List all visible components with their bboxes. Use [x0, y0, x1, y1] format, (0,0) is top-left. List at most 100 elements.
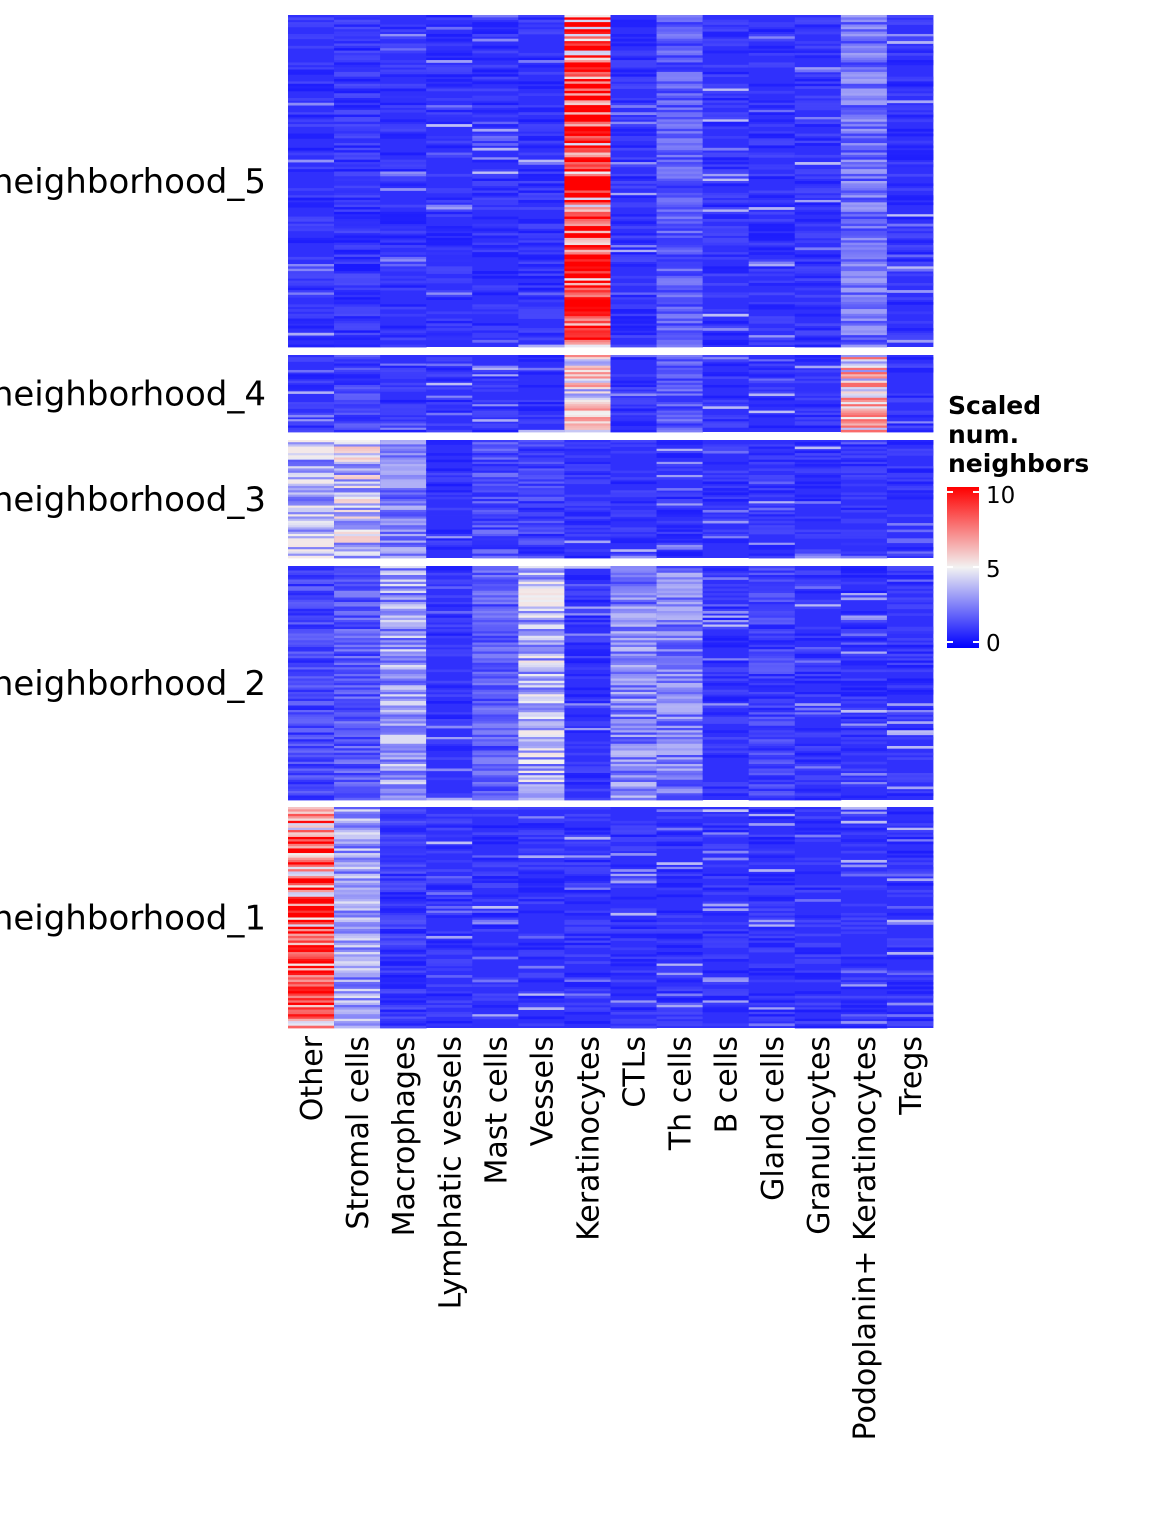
row-group-labels: neighborhood_5neighborhood_4neighborhood… [0, 162, 266, 939]
heatmap-cell [748, 228, 796, 232]
heatmap-cell [794, 19, 842, 23]
heatmap-cell [380, 453, 427, 456]
heatmap-cell [426, 323, 473, 327]
heatmap-cell [886, 692, 934, 695]
heatmap-cell [794, 247, 842, 251]
heatmap-cell [472, 365, 519, 369]
heatmap-cell [472, 419, 519, 422]
heatmap-cell [472, 216, 519, 220]
heatmap-cell [748, 316, 796, 319]
heatmap-cell [886, 590, 934, 594]
heatmap-cell [610, 380, 657, 384]
heatmap-cell [380, 665, 427, 668]
heatmap-cell [610, 626, 657, 630]
heatmap-cell [702, 721, 750, 724]
heatmap-cell [518, 15, 565, 18]
heatmap-cell [656, 547, 704, 550]
heatmap-cell [334, 748, 381, 751]
heatmap-cell [656, 525, 704, 528]
heatmap-cell [794, 714, 842, 718]
legend-tick-0: 0 [986, 631, 1001, 657]
heatmap-cell [334, 514, 381, 517]
heatmap-cell [288, 894, 335, 898]
heatmap-cell [334, 483, 381, 487]
heatmap-block-neighborhood_2 [288, 566, 934, 801]
heatmap-cell [564, 48, 611, 51]
heatmap-cell [794, 505, 842, 509]
heatmap-cell [334, 834, 381, 838]
heatmap-cell [748, 579, 796, 583]
heatmap-cell [656, 644, 704, 648]
heatmap-cell [564, 466, 611, 469]
heatmap-cell [656, 887, 704, 891]
heatmap-cell [288, 620, 335, 623]
heatmap-cell [702, 41, 750, 44]
heatmap-cell [794, 775, 842, 778]
heatmap-cell [610, 752, 657, 756]
heatmap-cell [380, 952, 427, 955]
heatmap-cell [840, 55, 888, 59]
heatmap-cell [656, 1004, 704, 1008]
heatmap-cell [472, 674, 519, 677]
heatmap-cell [380, 667, 427, 670]
heatmap-cell [656, 185, 704, 189]
heatmap-cell [794, 119, 842, 123]
heatmap-cell [656, 662, 704, 666]
heatmap-cell [748, 152, 796, 156]
heatmap-cell [610, 423, 657, 426]
heatmap-cell [794, 266, 842, 270]
heatmap-cell [518, 638, 565, 641]
heatmap-cell [610, 827, 657, 831]
heatmap-cell [840, 968, 888, 971]
heatmap-cell [886, 45, 934, 49]
heatmap-cell [564, 640, 611, 643]
heatmap-cell [518, 140, 565, 144]
heatmap-cell [656, 256, 704, 260]
heatmap-cell [610, 606, 657, 610]
heatmap-cell [288, 965, 335, 969]
heatmap-cell [472, 919, 519, 923]
heatmap-cell [610, 549, 657, 552]
heatmap-cell [334, 112, 381, 115]
heatmap-cell [380, 915, 427, 918]
heatmap-cell [380, 553, 427, 557]
heatmap-cell [518, 674, 565, 677]
heatmap-cell [610, 316, 657, 319]
heatmap-cell [656, 391, 704, 394]
heatmap-cell [702, 74, 750, 78]
heatmap-cell [380, 501, 427, 504]
heatmap-cell [656, 651, 704, 655]
heatmap-cell [794, 638, 842, 641]
heatmap-cell [426, 43, 473, 47]
heatmap-cell [334, 126, 381, 130]
heatmap-cell [610, 481, 657, 485]
heatmap-cell [472, 536, 519, 539]
heatmap-cell [748, 836, 796, 840]
heatmap-cell [748, 247, 796, 251]
heatmap-cell [610, 773, 657, 776]
heatmap-cell [334, 611, 381, 614]
heatmap-cell [380, 551, 427, 555]
heatmap-cell [472, 750, 519, 754]
heatmap-cell [564, 746, 611, 749]
heatmap-cell [840, 363, 888, 367]
heatmap-cell [518, 282, 565, 286]
heatmap-column-bg [748, 15, 796, 347]
heatmap-cell [334, 797, 381, 801]
heatmap-cell [334, 862, 381, 865]
heatmap-cell [334, 979, 381, 983]
heatmap-cell [886, 332, 934, 336]
heatmap-cell [702, 474, 750, 478]
heatmap-cell [334, 784, 381, 787]
heatmap-cell [840, 496, 888, 500]
heatmap-cell [518, 572, 565, 576]
heatmap-cell [702, 933, 750, 937]
heatmap-cell [656, 998, 704, 1001]
heatmap-cell [288, 450, 335, 454]
heatmap-cell [334, 692, 381, 695]
heatmap-cell [564, 741, 611, 745]
heatmap-cell [334, 947, 381, 951]
heatmap-cell [656, 226, 704, 229]
heatmap-cell [656, 795, 704, 799]
heatmap-cell [886, 414, 934, 418]
